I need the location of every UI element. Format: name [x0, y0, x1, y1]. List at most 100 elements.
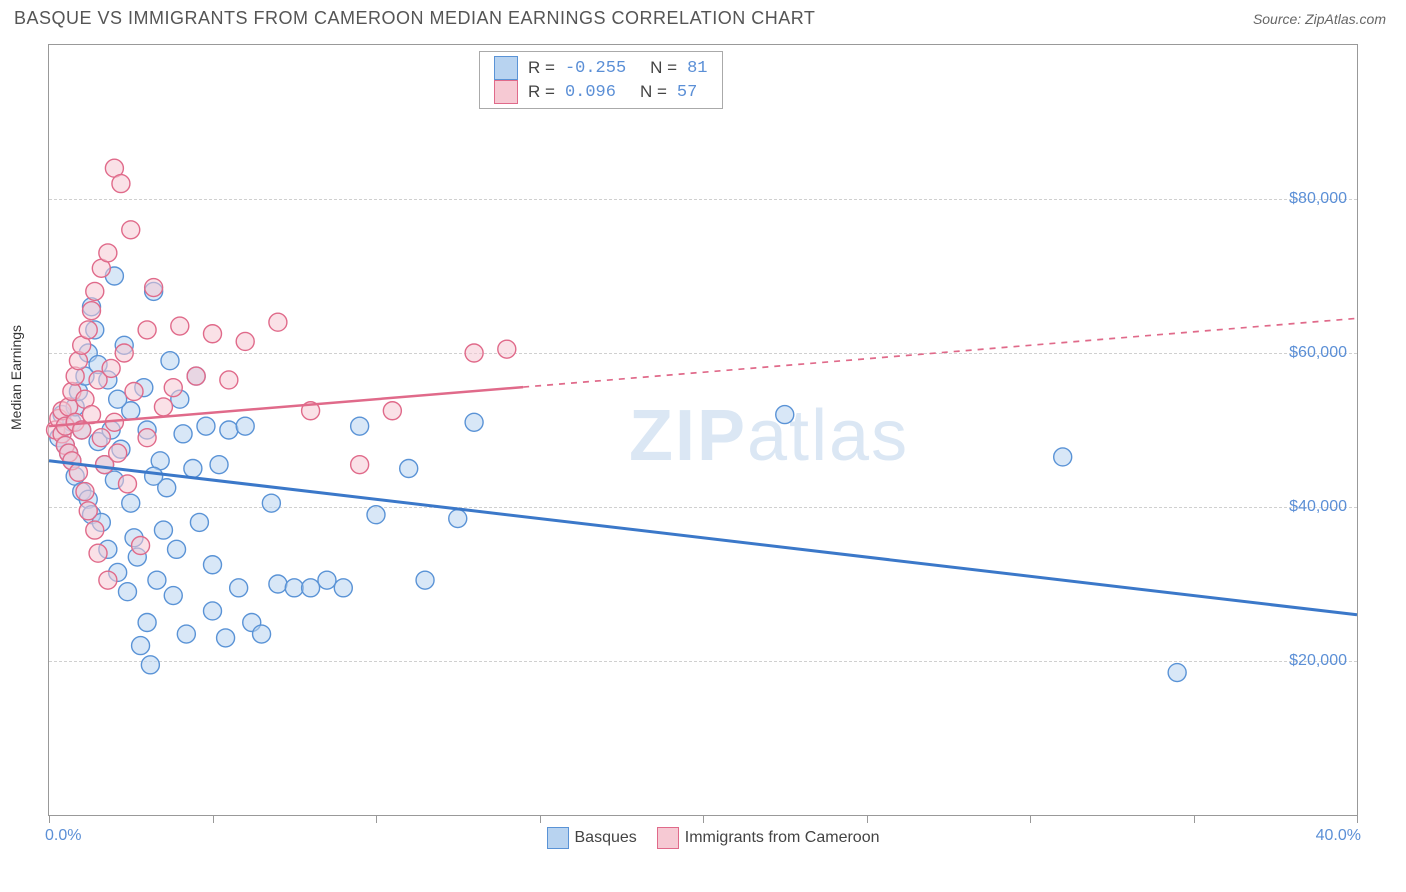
x-tick — [703, 815, 704, 823]
data-point — [83, 302, 101, 320]
chart-title: BASQUE VS IMMIGRANTS FROM CAMEROON MEDIA… — [14, 8, 815, 29]
legend-R-value: -0.255 — [565, 59, 626, 78]
chart-header: BASQUE VS IMMIGRANTS FROM CAMEROON MEDIA… — [0, 0, 1406, 33]
data-point — [138, 614, 156, 632]
legend-R-value: 0.096 — [565, 83, 616, 102]
data-point — [230, 579, 248, 597]
legend-label: Immigrants from Cameroon — [685, 829, 880, 846]
data-point — [92, 429, 110, 447]
data-point — [220, 421, 238, 439]
legend-swatch — [657, 827, 679, 849]
legend-N-label: N = — [640, 82, 667, 102]
data-point — [253, 625, 271, 643]
x-axis-min: 0.0% — [45, 827, 81, 845]
legend-R-label: R = — [528, 82, 555, 102]
data-point — [164, 587, 182, 605]
data-point — [122, 221, 140, 239]
data-point — [174, 425, 192, 443]
x-tick — [867, 815, 868, 823]
data-point — [204, 556, 222, 574]
data-point — [498, 340, 516, 358]
data-point — [776, 406, 794, 424]
data-point — [465, 413, 483, 431]
x-tick — [540, 815, 541, 823]
data-point — [86, 282, 104, 300]
data-point — [76, 483, 94, 501]
data-point — [125, 383, 143, 401]
data-point — [99, 244, 117, 262]
data-point — [383, 402, 401, 420]
data-point — [86, 521, 104, 539]
data-point — [262, 494, 280, 512]
data-point — [269, 575, 287, 593]
data-point — [145, 467, 163, 485]
data-point — [318, 571, 336, 589]
data-point — [236, 417, 254, 435]
data-point — [102, 359, 120, 377]
data-point — [184, 460, 202, 478]
data-point — [465, 344, 483, 362]
data-point — [269, 313, 287, 331]
data-point — [79, 321, 97, 339]
data-point — [351, 456, 369, 474]
x-tick — [1357, 815, 1358, 823]
data-point — [204, 602, 222, 620]
data-point — [236, 332, 254, 350]
data-point — [109, 444, 127, 462]
data-point — [161, 352, 179, 370]
data-point — [302, 579, 320, 597]
legend-stats: R = -0.255 N = 81 R = 0.096 N = 57 — [479, 51, 723, 109]
x-tick — [376, 815, 377, 823]
data-point — [400, 460, 418, 478]
data-point — [138, 321, 156, 339]
data-point — [132, 637, 150, 655]
data-point — [145, 279, 163, 297]
data-point — [351, 417, 369, 435]
data-point — [171, 317, 189, 335]
legend-stat-row: R =-0.255N =81 — [494, 56, 708, 80]
data-point — [138, 429, 156, 447]
data-point — [1168, 664, 1186, 682]
chart-source: Source: ZipAtlas.com — [1253, 11, 1386, 27]
data-point — [217, 629, 235, 647]
legend-stat-row: R = 0.096 N = 57 — [494, 80, 708, 104]
legend-N-value: 57 — [677, 83, 697, 102]
data-point — [168, 540, 186, 558]
data-point — [1054, 448, 1072, 466]
y-axis-label: Median Earnings — [8, 325, 24, 430]
data-point — [367, 506, 385, 524]
data-point — [220, 371, 238, 389]
data-point — [164, 379, 182, 397]
data-point — [132, 537, 150, 555]
data-point — [109, 390, 127, 408]
scatter-svg — [49, 45, 1357, 815]
data-point — [118, 475, 136, 493]
legend-swatch — [494, 56, 518, 80]
x-tick — [1030, 815, 1031, 823]
data-point — [210, 456, 228, 474]
legend-swatch — [547, 827, 569, 849]
data-point — [89, 544, 107, 562]
x-tick — [213, 815, 214, 823]
data-point — [285, 579, 303, 597]
data-point — [154, 398, 172, 416]
data-point — [141, 656, 159, 674]
data-point — [204, 325, 222, 343]
legend-series: BasquesImmigrants from Cameroon — [49, 827, 1357, 849]
data-point — [190, 513, 208, 531]
x-tick — [49, 815, 50, 823]
legend-R-label: R = — [528, 58, 555, 78]
plot-area: $20,000$40,000$60,000$80,000 ZIPatlas R … — [48, 44, 1358, 816]
data-point — [334, 579, 352, 597]
data-point — [154, 521, 172, 539]
data-point — [416, 571, 434, 589]
legend-swatch — [494, 80, 518, 104]
data-point — [197, 417, 215, 435]
legend-N-value: 81 — [687, 59, 707, 78]
data-point — [122, 494, 140, 512]
data-point — [449, 510, 467, 528]
data-point — [112, 175, 130, 193]
x-tick — [1194, 815, 1195, 823]
data-point — [148, 571, 166, 589]
data-point — [79, 502, 97, 520]
